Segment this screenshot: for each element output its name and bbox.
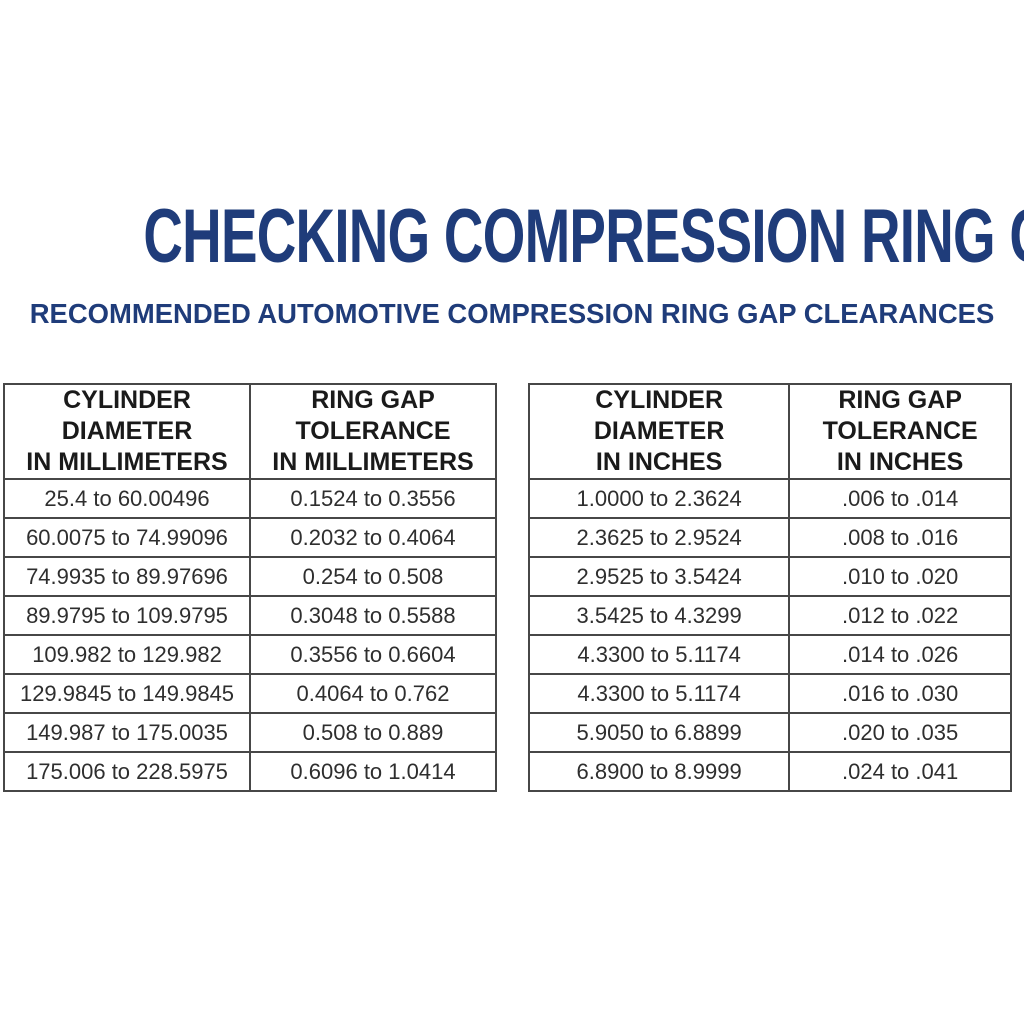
column-header: CYLINDER DIAMETER IN MILLIMETERS (3, 383, 251, 480)
table-cell: 25.4 to 60.00496 (3, 478, 251, 519)
table-cell: 109.982 to 129.982 (3, 634, 251, 675)
table-cell: 0.4064 to 0.762 (249, 673, 497, 714)
table-cell: .008 to .016 (788, 517, 1012, 558)
table-cell: 175.006 to 228.5975 (3, 751, 251, 792)
column-header: RING GAP TOLERANCE IN INCHES (788, 383, 1012, 480)
header-line: TOLERANCE (295, 417, 451, 445)
table-cell: 0.3556 to 0.6604 (249, 634, 497, 675)
table-row: 109.982 to 129.982 0.3556 to 0.6604 (3, 634, 497, 675)
table-cell: 1.0000 to 2.3624 (527, 478, 791, 519)
column-header: CYLINDER DIAMETER IN INCHES (527, 383, 791, 480)
table-row: 175.006 to 228.5975 0.6096 to 1.0414 (3, 751, 497, 792)
table-cell: 0.2032 to 0.4064 (249, 517, 497, 558)
table-row: 2.9525 to 3.5424.010 to .020 (527, 556, 1012, 597)
header-line: DIAMETER (593, 417, 725, 445)
header-line: IN MILLIMETERS (26, 448, 228, 476)
table-cell: 149.987 to 175.0035 (3, 712, 251, 753)
table-cell: .016 to .030 (788, 673, 1012, 714)
table-row: 6.8900 to 8.9999.024 to .041 (527, 751, 1012, 792)
header-line: RING GAP (311, 386, 435, 414)
table-cell: 0.254 to 0.508 (249, 556, 497, 597)
table-cell: 4.3300 to 5.1174 (527, 673, 791, 714)
table-row: 89.9795 to 109.9795 0.3048 to 0.5588 (3, 595, 497, 636)
header-line: RING GAP (838, 386, 962, 414)
table-row: 129.9845 to 149.9845 0.4064 to 0.762 (3, 673, 497, 714)
table-cell: 4.3300 to 5.1174 (527, 634, 791, 675)
table-row: 2.3625 to 2.9524.008 to .016 (527, 517, 1012, 558)
table-row: 5.9050 to 6.8899.020 to .035 (527, 712, 1012, 753)
page-subtitle: RECOMMENDED AUTOMOTIVE COMPRESSION RING … (29, 298, 995, 329)
table-cell: .024 to .041 (788, 751, 1012, 792)
table-cell: 5.9050 to 6.8899 (527, 712, 791, 753)
header-line: IN INCHES (595, 448, 723, 476)
table-row: 4.3300 to 5.1174.016 to .030 (527, 673, 1012, 714)
table-row: 149.987 to 175.0035 0.508 to 0.889 (3, 712, 497, 753)
header-line: IN MILLIMETERS (272, 448, 474, 476)
table-row: 60.0075 to 74.99096 0.2032 to 0.4064 (3, 517, 497, 558)
header-line: DIAMETER (61, 417, 193, 445)
table-row: 3.5425 to 4.3299.012 to .022 (527, 595, 1012, 636)
table-cell: 74.9935 to 89.97696 (3, 556, 251, 597)
table-cell: .010 to .020 (788, 556, 1012, 597)
table-cell: 129.9845 to 149.9845 (3, 673, 251, 714)
column-header: RING GAP TOLERANCE IN MILLIMETERS (249, 383, 497, 480)
table-cell: 0.508 to 0.889 (249, 712, 497, 753)
header-row: CYLINDER DIAMETER IN MILLIMETERS RING GAP TO… (3, 383, 497, 480)
table-cell: 0.6096 to 1.0414 (249, 751, 497, 792)
table-row: 74.9935 to 89.97696 0.254 to 0.508 (3, 556, 497, 597)
table-cell: .020 to .035 (788, 712, 1012, 753)
ring-gap-table-millimeters: CYLINDER DIAMETER IN MILLIMETERS RING GAP TO… (3, 383, 497, 792)
table-cell: .006 to .014 (788, 478, 1012, 519)
table-row: 25.4 to 60.00496 0.1524 to 0.3556 (3, 478, 497, 519)
table-cell: 3.5425 to 4.3299 (527, 595, 791, 636)
table-cell: 0.3048 to 0.5588 (249, 595, 497, 636)
table-cell: 6.8900 to 8.9999 (527, 751, 791, 792)
header-line: IN INCHES (836, 448, 964, 476)
table-cell: 2.9525 to 3.5424 (527, 556, 791, 597)
header-line: CYLINDER (63, 386, 191, 414)
table-cell: .014 to .026 (788, 634, 1012, 675)
table-cell: 0.1524 to 0.3556 (249, 478, 497, 519)
table-row: 1.0000 to 2.3624.006 to .014 (527, 478, 1012, 519)
table-row: 4.3300 to 5.1174.014 to .026 (527, 634, 1012, 675)
ring-gap-table-inches: CYLINDER DIAMETER IN INCHES RING GAP TOLERAN… (527, 383, 1012, 792)
header-line: TOLERANCE (822, 417, 978, 445)
header-row: CYLINDER DIAMETER IN INCHES RING GAP TOLERAN… (527, 383, 1012, 480)
page-title: CHECKING COMPRESSION RING GAPS (143, 194, 1024, 279)
table-cell: 89.9795 to 109.9795 (3, 595, 251, 636)
table-cell: 60.0075 to 74.99096 (3, 517, 251, 558)
table-cell: .012 to .022 (788, 595, 1012, 636)
header-line: CYLINDER (595, 386, 724, 414)
table-cell: 2.3625 to 2.9524 (527, 517, 791, 558)
